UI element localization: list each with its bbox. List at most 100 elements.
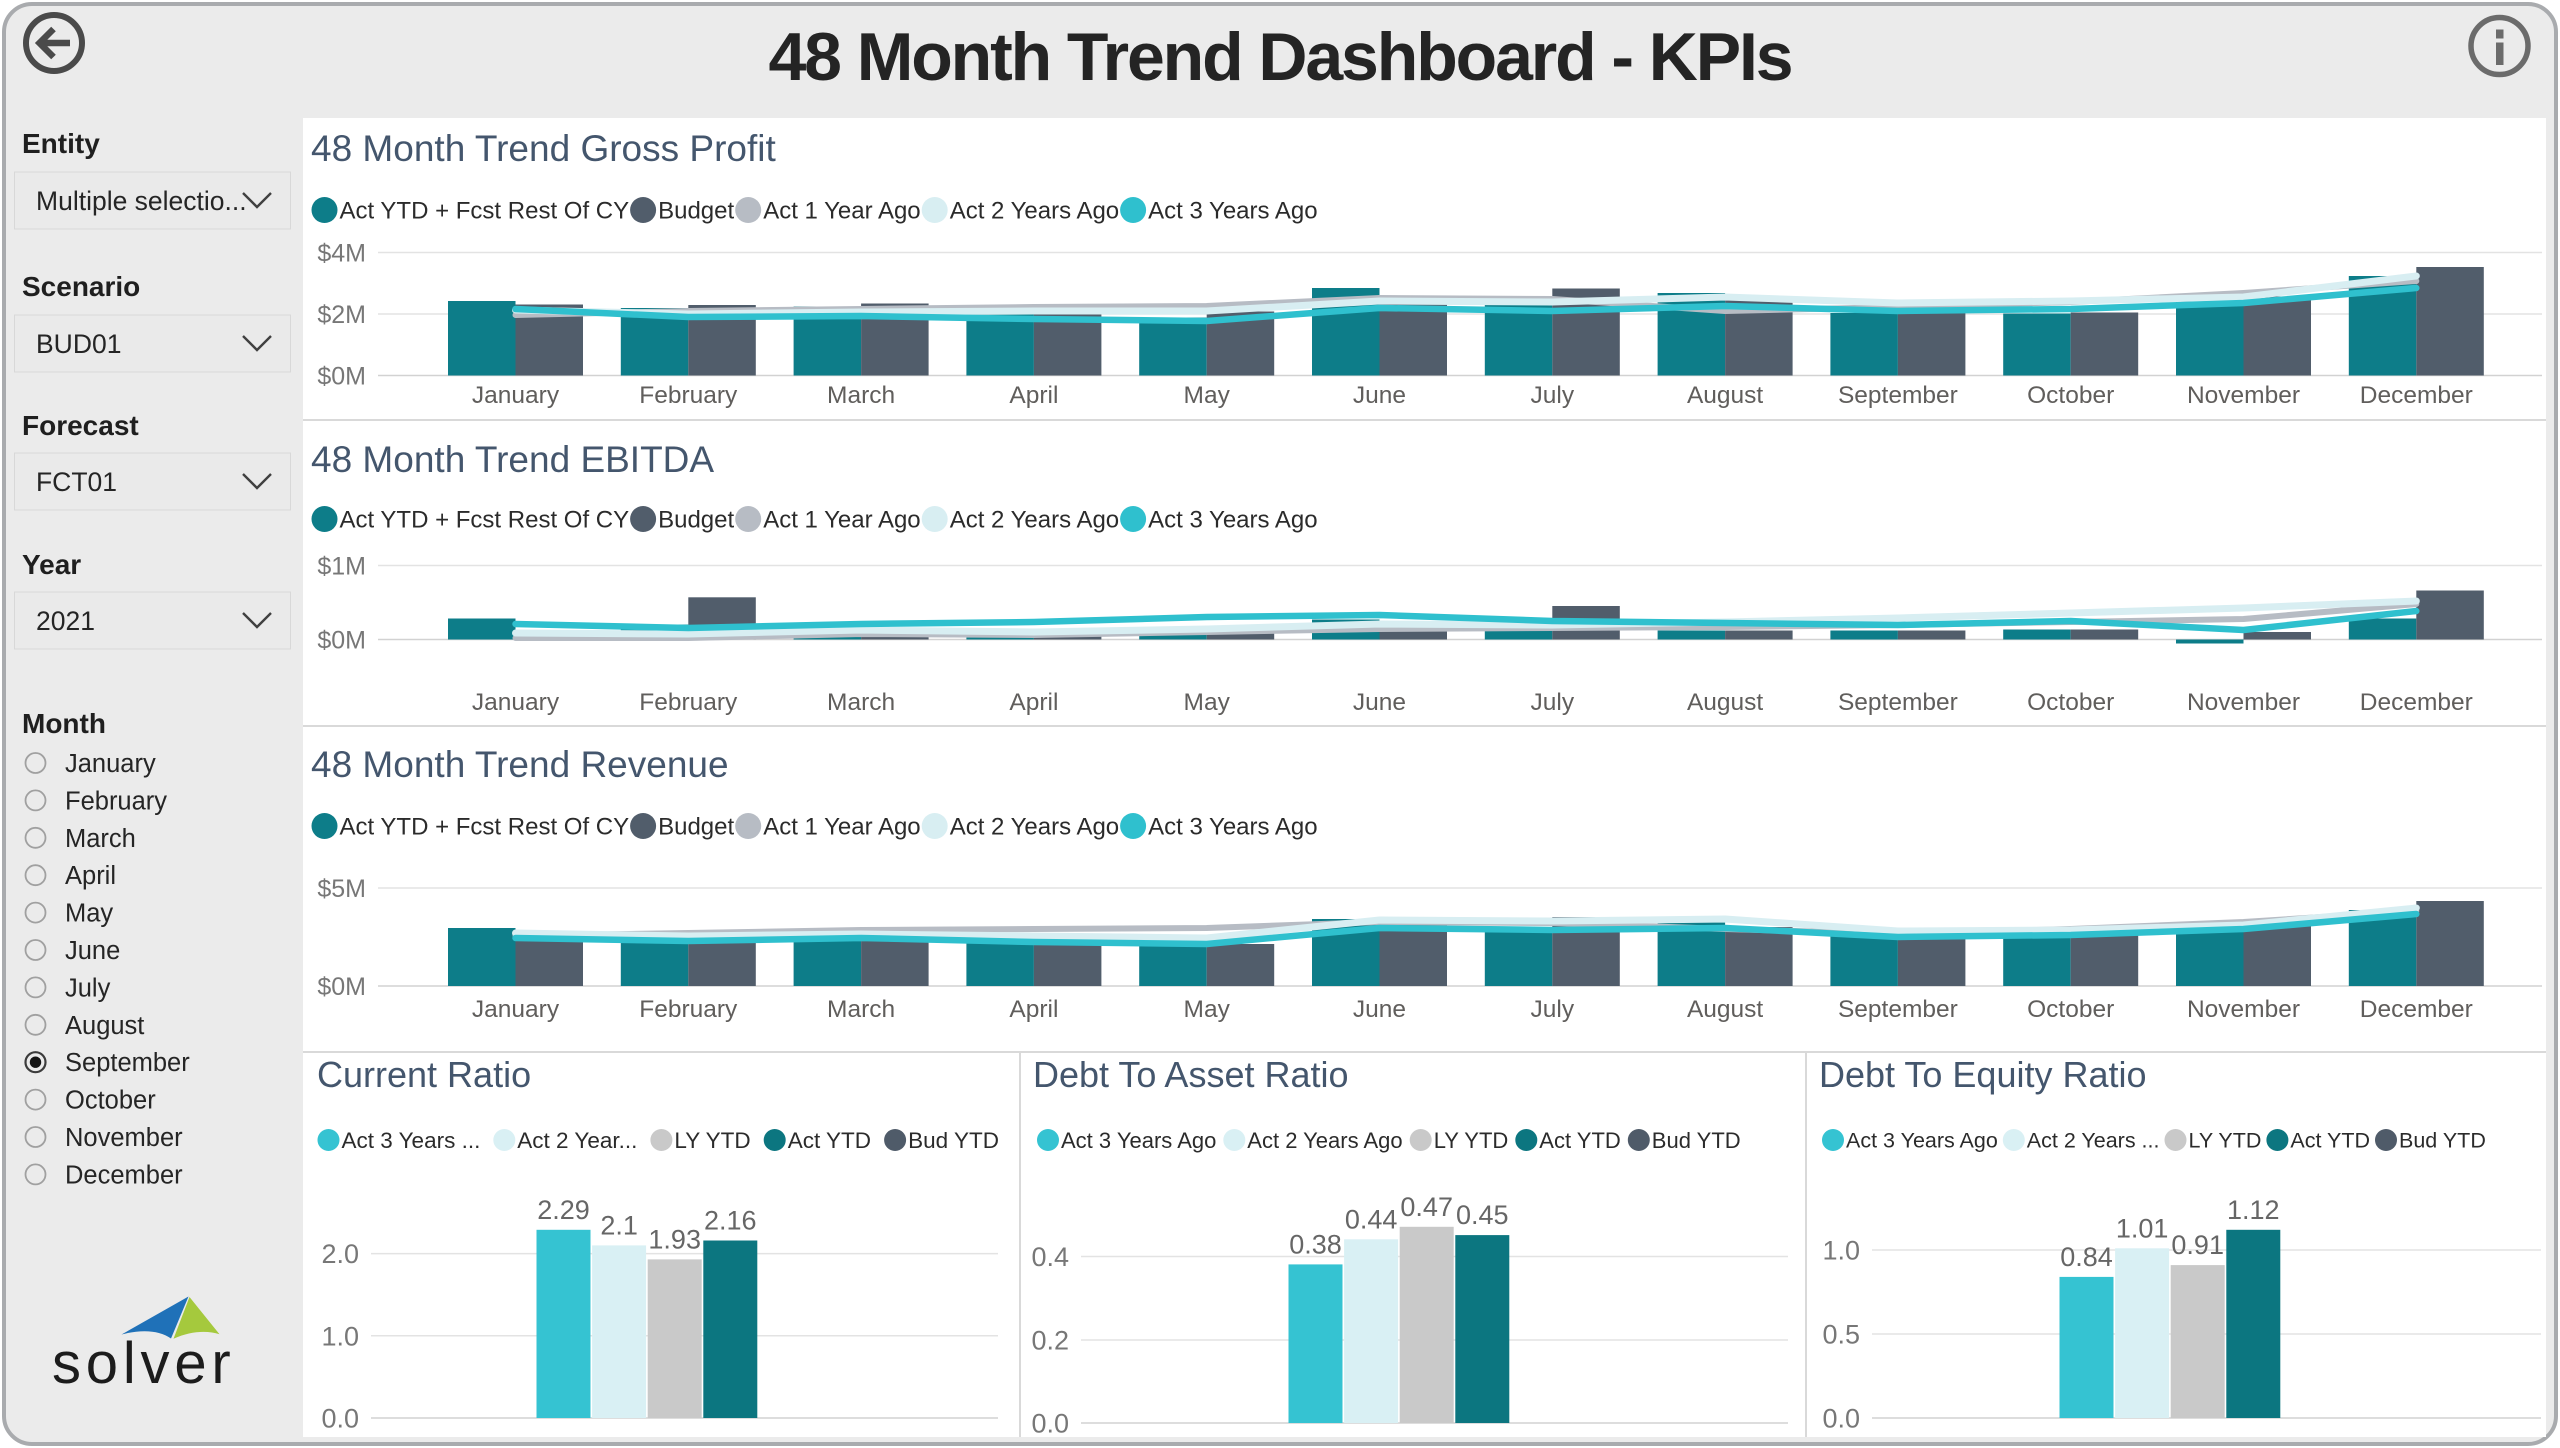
svg-text:November: November xyxy=(2187,382,2300,409)
svg-text:Act 3 Years ...: Act 3 Years ... xyxy=(342,1128,481,1153)
svg-text:October: October xyxy=(2027,689,2114,716)
svg-text:April: April xyxy=(1009,996,1058,1023)
svg-text:November: November xyxy=(65,1124,183,1152)
svg-text:FCT01: FCT01 xyxy=(36,467,117,497)
svg-text:November: November xyxy=(2187,689,2300,716)
svg-text:Budget: Budget xyxy=(658,814,734,841)
svg-text:Act 2 Years ...: Act 2 Years ... xyxy=(2027,1129,2160,1153)
svg-text:May: May xyxy=(1184,382,1231,409)
svg-text:0.2: 0.2 xyxy=(1031,1326,1069,1356)
svg-text:February: February xyxy=(65,787,167,815)
svg-text:Bud YTD: Bud YTD xyxy=(2399,1129,2486,1153)
svg-text:October: October xyxy=(2027,996,2114,1023)
svg-text:Act 2 Years Ago: Act 2 Years Ago xyxy=(950,507,1119,534)
svg-text:July: July xyxy=(65,974,111,1002)
svg-text:$4M: $4M xyxy=(317,240,366,268)
svg-text:0.4: 0.4 xyxy=(1031,1242,1069,1272)
svg-text:September: September xyxy=(1838,996,1958,1023)
svg-text:solver: solver xyxy=(52,1331,236,1396)
svg-text:Bud YTD: Bud YTD xyxy=(1652,1128,1741,1153)
svg-text:July: July xyxy=(1531,996,1575,1023)
svg-text:June: June xyxy=(1353,689,1406,716)
svg-text:May: May xyxy=(1184,996,1231,1023)
svg-text:Act 1 Year Ago: Act 1 Year Ago xyxy=(763,198,920,225)
svg-text:Bud YTD: Bud YTD xyxy=(908,1128,999,1153)
svg-text:June: June xyxy=(1353,996,1406,1023)
svg-text:Act 3 Years Ago: Act 3 Years Ago xyxy=(1148,507,1317,534)
svg-text:August: August xyxy=(65,1012,144,1040)
svg-text:February: February xyxy=(639,382,738,409)
svg-text:February: February xyxy=(639,996,738,1023)
svg-text:Act 2 Year...: Act 2 Year... xyxy=(517,1128,637,1153)
svg-text:Year: Year xyxy=(22,549,81,580)
svg-text:October: October xyxy=(2027,382,2114,409)
svg-text:January: January xyxy=(65,750,156,778)
svg-text:1.01: 1.01 xyxy=(2116,1213,2169,1243)
svg-text:48 Month Trend Gross Profit: 48 Month Trend Gross Profit xyxy=(311,128,776,169)
svg-text:July: July xyxy=(1531,689,1575,716)
svg-text:March: March xyxy=(827,382,895,409)
svg-text:1.12: 1.12 xyxy=(2227,1195,2280,1225)
svg-text:Act 3 Years Ago: Act 3 Years Ago xyxy=(1846,1129,1998,1153)
svg-text:0.45: 0.45 xyxy=(1456,1200,1509,1230)
svg-text:Forecast: Forecast xyxy=(22,410,139,441)
svg-text:September: September xyxy=(1838,382,1958,409)
svg-text:2.1: 2.1 xyxy=(600,1210,638,1240)
svg-text:Act YTD: Act YTD xyxy=(1539,1128,1621,1153)
svg-text:LY YTD: LY YTD xyxy=(674,1128,750,1153)
svg-text:Act 3 Years Ago: Act 3 Years Ago xyxy=(1148,198,1317,225)
svg-text:October: October xyxy=(65,1087,156,1115)
svg-text:0.5: 0.5 xyxy=(1822,1320,1860,1350)
svg-text:Act YTD + Fcst Rest Of CY: Act YTD + Fcst Rest Of CY xyxy=(340,814,630,841)
svg-text:0.38: 0.38 xyxy=(1289,1229,1342,1259)
svg-text:0.0: 0.0 xyxy=(321,1404,359,1434)
svg-text:Act 2 Years Ago: Act 2 Years Ago xyxy=(1247,1128,1402,1153)
svg-text:July: July xyxy=(1531,382,1575,409)
svg-text:January: January xyxy=(472,689,560,716)
svg-text:$0M: $0M xyxy=(317,363,366,391)
svg-text:Scenario: Scenario xyxy=(22,271,140,302)
svg-text:Act 1 Year Ago: Act 1 Year Ago xyxy=(763,814,920,841)
svg-text:Act 3 Years Ago: Act 3 Years Ago xyxy=(1061,1128,1216,1153)
svg-text:2.29: 2.29 xyxy=(537,1195,590,1225)
svg-text:December: December xyxy=(2360,996,2473,1023)
svg-text:March: March xyxy=(827,689,895,716)
svg-text:August: August xyxy=(1687,382,1763,409)
svg-text:November: November xyxy=(2187,996,2300,1023)
svg-text:1.0: 1.0 xyxy=(321,1321,359,1351)
svg-text:Act 2 Years Ago: Act 2 Years Ago xyxy=(950,814,1119,841)
svg-text:2.0: 2.0 xyxy=(321,1239,359,1269)
svg-text:February: February xyxy=(639,689,738,716)
svg-text:April: April xyxy=(1009,689,1058,716)
svg-text:48 Month Trend EBITDA: 48 Month Trend EBITDA xyxy=(311,439,714,480)
svg-text:BUD01: BUD01 xyxy=(36,329,121,359)
svg-text:May: May xyxy=(1184,689,1231,716)
svg-text:2021: 2021 xyxy=(36,606,95,636)
svg-text:September: September xyxy=(65,1049,190,1077)
svg-text:September: September xyxy=(1838,689,1958,716)
svg-text:Act YTD: Act YTD xyxy=(788,1128,871,1153)
svg-text:$5M: $5M xyxy=(317,875,366,903)
svg-text:Month: Month xyxy=(22,708,106,739)
svg-text:August: August xyxy=(1687,689,1763,716)
svg-text:March: March xyxy=(65,825,136,853)
svg-text:June: June xyxy=(1353,382,1406,409)
svg-text:$2M: $2M xyxy=(317,301,366,329)
svg-text:March: March xyxy=(827,996,895,1023)
svg-text:0.0: 0.0 xyxy=(1822,1404,1860,1434)
svg-text:Act YTD + Fcst Rest Of CY: Act YTD + Fcst Rest Of CY xyxy=(340,198,630,225)
svg-text:April: April xyxy=(65,862,116,890)
svg-text:1.0: 1.0 xyxy=(1822,1236,1860,1266)
svg-text:Act 3 Years Ago: Act 3 Years Ago xyxy=(1148,814,1317,841)
svg-text:0.44: 0.44 xyxy=(1345,1204,1398,1234)
svg-text:$1M: $1M xyxy=(317,553,366,581)
svg-text:0.47: 0.47 xyxy=(1400,1192,1453,1222)
svg-text:Act 2 Years Ago: Act 2 Years Ago xyxy=(950,198,1119,225)
svg-text:Act 1 Year Ago: Act 1 Year Ago xyxy=(763,507,920,534)
svg-text:June: June xyxy=(65,937,120,965)
svg-text:December: December xyxy=(2360,689,2473,716)
svg-text:Budget: Budget xyxy=(658,198,734,225)
svg-text:December: December xyxy=(2360,382,2473,409)
svg-text:Entity: Entity xyxy=(22,128,100,159)
svg-text:Debt To Asset Ratio: Debt To Asset Ratio xyxy=(1033,1054,1349,1095)
